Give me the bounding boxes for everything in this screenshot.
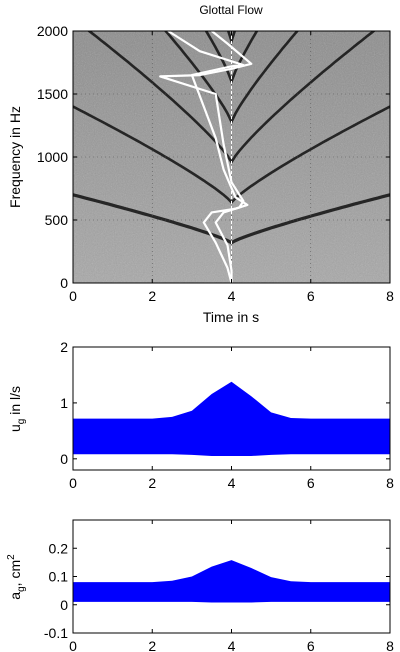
x-tick-label: 8 [386, 288, 394, 304]
glottal-flow-overlay [159, 31, 253, 283]
x-tick-label: 0 [69, 475, 77, 491]
x-tick-label: 2 [148, 638, 156, 652]
axis-ticks-2: 0 2 4 6 8 0 1 2 [60, 339, 394, 491]
x-tick-label: 4 [228, 288, 236, 304]
overlay-curve-2 [159, 31, 253, 283]
x-tick-label: 6 [307, 638, 315, 652]
y-axis-label-1: Frequency in Hz [7, 106, 23, 208]
x-tick-label: 6 [307, 288, 315, 304]
ag-panel: 0 2 4 6 8-0.100.10.2 ag, cm2 [6, 519, 394, 652]
x-tick-label: 8 [386, 638, 394, 652]
x-tick-label: 8 [386, 475, 394, 491]
chart-title: Glottal Flow [199, 3, 263, 17]
x-tick-label: 2 [148, 288, 156, 304]
y-tick-label: 0.1 [49, 569, 69, 585]
x-tick-label: 0 [69, 638, 77, 652]
grid-lines [73, 31, 390, 283]
y-tick-label: 0 [60, 275, 68, 291]
ug-panel: 0 2 4 6 8 0 1 2 ug in l/s [7, 339, 394, 491]
x-tick-label: 0 [69, 288, 77, 304]
y-tick-label: 1 [60, 395, 68, 411]
spectrogram-panel: Glottal Flow 0 2 4 6 8 0 500 1000 1500 2000 Time … [7, 3, 394, 325]
y-tick-label: 2 [60, 339, 68, 355]
y-tick-label: 0 [60, 451, 68, 467]
y-tick-label: 1000 [37, 149, 68, 165]
y-axis-label-2: ug in l/s [7, 386, 27, 432]
overlay-curve-1 [167, 31, 249, 283]
y-tick-label: -0.1 [44, 625, 68, 641]
x-tick-label: 2 [148, 475, 156, 491]
x-axis-label-1: Time in s [203, 309, 259, 325]
ag-envelope [73, 560, 390, 603]
x-tick-label: 4 [228, 638, 236, 652]
y-tick-label: 0 [60, 597, 68, 613]
y-tick-label: 2000 [37, 23, 68, 39]
axis-ticks-1: 0 2 4 6 8 0 500 1000 1500 2000 [37, 23, 394, 304]
y-tick-label: 500 [45, 212, 69, 228]
y-tick-label: 0.2 [49, 540, 69, 556]
ug-envelope [73, 381, 390, 456]
x-tick-label: 6 [307, 475, 315, 491]
y-tick-label: 1500 [37, 86, 68, 102]
axis-ticks-3: 0 2 4 6 8-0.100.10.2 [44, 520, 394, 652]
x-tick-label: 4 [228, 475, 236, 491]
y-axis-label-3: ag, cm2 [6, 554, 27, 600]
